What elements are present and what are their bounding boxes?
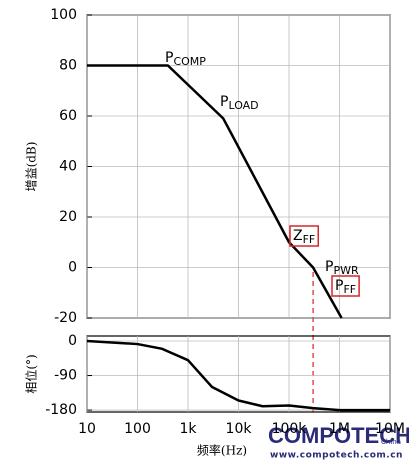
annotation-box [331, 275, 360, 297]
x-tick-label: 100 [124, 421, 151, 437]
y-tick-label: 60 [59, 108, 77, 124]
watermark-brand: COMPOTECH [268, 423, 409, 448]
annotation-sub: PWR [333, 264, 359, 277]
x-tick-label: 10 [78, 421, 96, 437]
annotation: Z [293, 228, 303, 244]
annotation-sub: FF [303, 233, 316, 246]
x-tick-label: 1M [329, 421, 350, 437]
x-tick-label: 1k [179, 421, 197, 437]
plot: -180 -90 0 10 100 1k 10k 100k 1M 10M 相位(°) 频率(Hz) [24, 333, 405, 458]
y-tick-label: 100 [50, 7, 77, 23]
annotation-sub: FF [343, 283, 356, 296]
y-tick-label: 40 [59, 159, 77, 175]
annotation: P [325, 259, 333, 275]
watermark-region: China [381, 438, 401, 446]
y-tick-label: 80 [59, 58, 77, 74]
y-axis-label: 相位(°) [24, 354, 39, 393]
y-tick-label: -180 [45, 402, 77, 418]
y-tick-label: 20 [59, 209, 77, 225]
y-axis-label: 增益(dB) [25, 142, 39, 192]
annotation: P [335, 278, 343, 294]
x-axis-label: 频率(Hz) [197, 443, 247, 458]
y-tick-label: 0 [68, 260, 77, 276]
y-tick-label: 0 [68, 333, 77, 349]
line-series [86, 339, 390, 412]
line-series [87, 64, 343, 319]
annotation-sub: COMP [173, 55, 206, 68]
annotation-sub: LOAD [228, 99, 258, 112]
y-tick-label: -90 [54, 368, 77, 384]
watermark-url: www.compotech.com.cn [270, 451, 403, 461]
x-tick-label: 100k [272, 421, 308, 437]
x-tick-label: 10k [226, 421, 253, 437]
annotation: P [165, 50, 173, 66]
x-tick-label: 10M [375, 421, 405, 437]
annotation-box [289, 225, 319, 247]
annotation: P [220, 94, 228, 110]
y-tick-label: -20 [54, 310, 77, 326]
